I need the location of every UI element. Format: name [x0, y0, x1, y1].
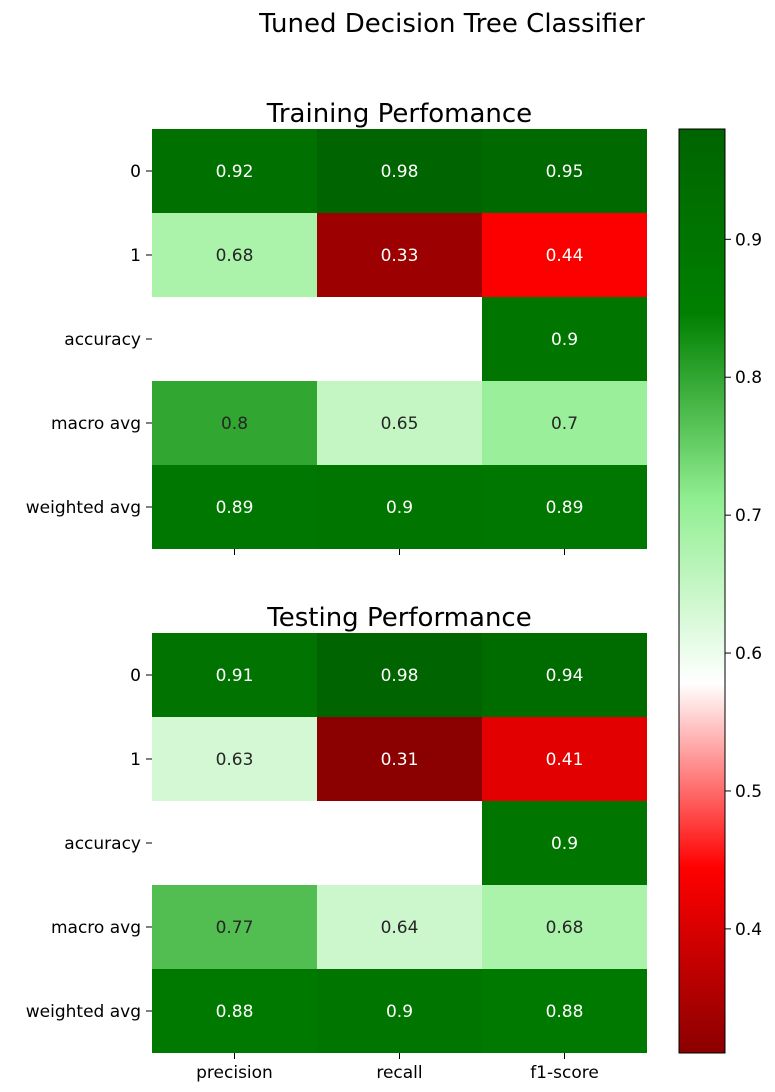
heatmap-cell	[152, 633, 317, 717]
panel-title: Testing Performance	[266, 603, 531, 633]
y-tick-label: weighted avg	[26, 1002, 141, 1022]
heatmap-cell	[317, 969, 482, 1053]
cell-label: 0.92	[216, 162, 254, 182]
cell-label: 0.77	[216, 918, 254, 938]
heatmap-cell	[152, 381, 317, 465]
heatmap-cell	[482, 717, 647, 801]
heatmap-cell	[482, 381, 647, 465]
colorbar-tick-label: 0.6	[735, 644, 762, 664]
heatmap-cell	[152, 129, 317, 213]
x-tick-label: f1-score	[530, 1063, 599, 1083]
cell-label: 0.89	[546, 498, 584, 518]
cell-label: 0.98	[381, 666, 419, 686]
cell-label: 0.68	[216, 246, 254, 266]
x-tick-label: precision	[196, 1063, 273, 1083]
cell-label: 0.88	[546, 1002, 584, 1022]
y-tick-label: 1	[130, 246, 141, 266]
cell-label: 0.8	[221, 414, 248, 434]
heatmap-cell	[152, 969, 317, 1053]
colorbar: 0.4 0.5 0.6 0.7 0.8 0.9	[678, 128, 762, 1054]
heatmap-cell	[482, 465, 647, 549]
y-tick-label: 0	[130, 666, 141, 686]
heatmap-panel-0: Training Perfomance 0.92 0.98 0.95 0.68 0.33 0…	[26, 99, 647, 555]
heatmap-cell	[482, 297, 647, 381]
colorbar-tick-label: 0.9	[735, 230, 762, 250]
cell-label: 0.9	[386, 1002, 413, 1022]
heatmap-cell	[317, 885, 482, 969]
cell-label: 0.7	[551, 414, 578, 434]
cell-label: 0.9	[386, 498, 413, 518]
cell-label: 0.63	[216, 750, 254, 770]
heatmap-cell	[317, 381, 482, 465]
cell-label: 0.95	[546, 162, 584, 182]
cell-label: 0.64	[381, 918, 419, 938]
panels: Training Perfomance 0.92 0.98 0.95 0.68 0.33 0…	[26, 99, 647, 1083]
x-tick-label: recall	[376, 1063, 422, 1083]
heatmap-cell	[482, 885, 647, 969]
figure-title: Tuned Decision Tree Classifier	[258, 9, 645, 39]
cell-label: 0.65	[381, 414, 419, 434]
colorbar-tick-label: 0.4	[735, 920, 762, 940]
y-tick-label: macro avg	[51, 414, 141, 434]
cell-label: 0.88	[216, 1002, 254, 1022]
heatmap-cell	[317, 465, 482, 549]
y-tick-label: weighted avg	[26, 498, 141, 518]
heatmap-cell	[152, 465, 317, 549]
y-tick-label: macro avg	[51, 918, 141, 938]
heatmap-cell	[317, 213, 482, 297]
panel-title: Training Perfomance	[266, 99, 532, 129]
cell-label: 0.94	[546, 666, 584, 686]
heatmap-cell	[152, 213, 317, 297]
y-tick-label: accuracy	[64, 834, 141, 854]
heatmap-cell	[482, 969, 647, 1053]
y-tick-label: 0	[130, 162, 141, 182]
cell-label: 0.9	[551, 834, 578, 854]
heatmap-cell	[482, 213, 647, 297]
colorbar-tick-label: 0.7	[735, 506, 762, 526]
cell-label: 0.98	[381, 162, 419, 182]
colorbar-gradient	[678, 128, 726, 1054]
cell-label: 0.68	[546, 918, 584, 938]
heatmap-cell	[317, 633, 482, 717]
heatmap-cell	[482, 633, 647, 717]
cell-label: 0.89	[216, 498, 254, 518]
cell-label: 0.41	[546, 750, 584, 770]
y-tick-label: 1	[130, 750, 141, 770]
cell-label: 0.31	[381, 750, 419, 770]
cell-label: 0.33	[381, 246, 419, 266]
colorbar-tick-label: 0.8	[735, 368, 762, 388]
heatmap-cell	[152, 717, 317, 801]
cell-label: 0.44	[546, 246, 584, 266]
heatmap-cell	[317, 717, 482, 801]
heatmap-cell	[152, 885, 317, 969]
cell-label: 0.9	[551, 330, 578, 350]
y-tick-label: accuracy	[64, 330, 141, 350]
cell-label: 0.91	[216, 666, 254, 686]
heatmap-cell	[482, 129, 647, 213]
colorbar-tick-label: 0.5	[735, 782, 762, 802]
heatmap-cell	[482, 801, 647, 885]
heatmap-cell	[317, 129, 482, 213]
